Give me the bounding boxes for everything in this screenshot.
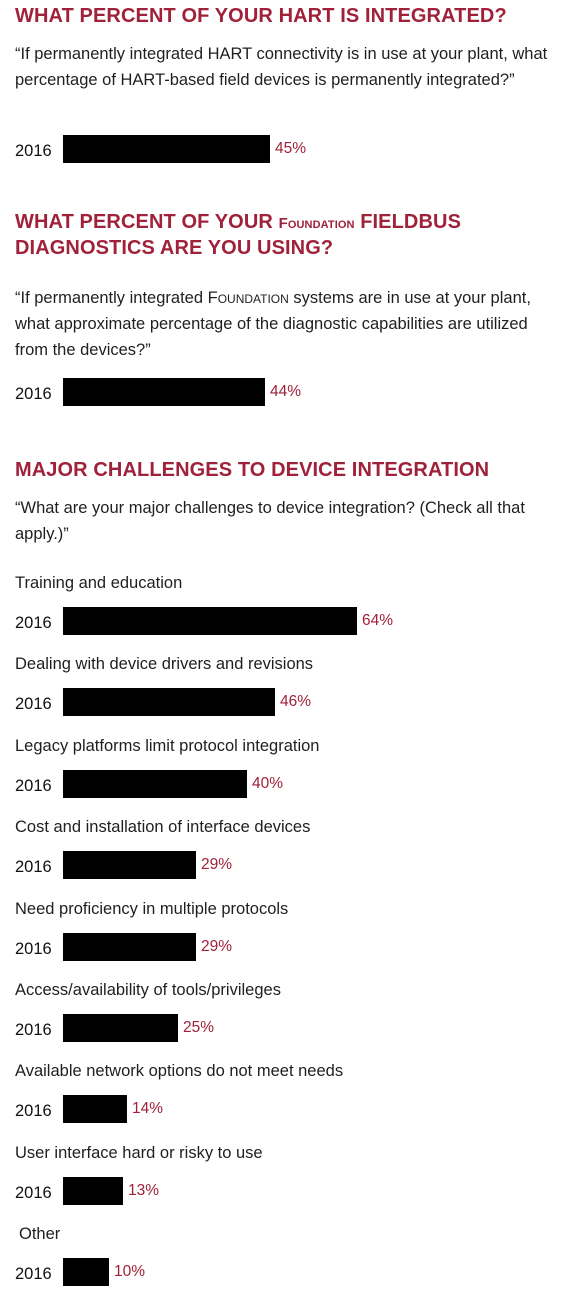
bar-row: 2016 14%: [15, 1095, 555, 1125]
bar: [63, 932, 196, 961]
bar-row: 2016 64%: [15, 607, 555, 637]
bar-row: 2016 25%: [15, 1014, 555, 1044]
category-label: Access/availability of tools/privileges: [15, 981, 281, 999]
bar-row: 2016 29%: [15, 851, 555, 881]
bar-row: 2016 44%: [15, 378, 555, 408]
value-label: 46%: [280, 693, 312, 711]
value-label: 10%: [114, 1263, 146, 1281]
bar: [63, 1014, 178, 1042]
title-part: FIELDBUS DIAGNOSTICS ARE YOU USING?: [15, 211, 462, 259]
year-label: 2016: [15, 142, 52, 160]
year-label: 2016: [15, 614, 52, 632]
bar: [63, 135, 270, 163]
bar: [63, 1176, 123, 1205]
bar-row: 2016 45%: [15, 135, 555, 165]
value-label: 13%: [128, 1181, 160, 1199]
bar-row: 2016 10%: [15, 1258, 555, 1288]
value-label: 40%: [252, 774, 284, 792]
year-label: 2016: [15, 1265, 52, 1284]
question-part: systems are in use at your plant, what a…: [15, 289, 531, 359]
bar-row: 2016 40%: [15, 769, 555, 800]
bar: [63, 1095, 127, 1124]
chart-foundation-diagnostics: WHAT PERCENT OF YOUR Foundation FIELDBUS…: [15, 210, 562, 406]
year-label: 2016: [15, 385, 52, 403]
title-part: WHAT PERCENT OF YOUR: [15, 211, 279, 233]
title-part: Foundation: [278, 215, 355, 232]
chart-major-challenges: MAJOR CHALLENGES TO DEVICE INTEGRATION “…: [15, 458, 562, 1287]
value-label: 64%: [362, 612, 394, 629]
bar-row: 2016 29%: [15, 932, 555, 963]
value-label: 29%: [201, 937, 233, 955]
year-label: 2016: [15, 939, 52, 958]
year-label: 2016: [15, 776, 52, 795]
chart-question: “If permanently integrated HART connecti…: [15, 45, 548, 89]
value-label: 45%: [275, 140, 307, 157]
chart-title: WHAT PERCENT OF YOUR HART IS INTEGRATED?: [15, 5, 507, 27]
bar: [63, 378, 265, 406]
category-label: User interface hard or risky to use: [15, 1143, 263, 1162]
bar-row: 2016 13%: [15, 1176, 555, 1207]
category-label: Legacy platforms limit protocol integrat…: [15, 736, 320, 755]
year-label: 2016: [15, 1021, 52, 1039]
value-label: 25%: [183, 1019, 215, 1036]
year-label: 2016: [15, 858, 52, 877]
bar: [63, 688, 275, 717]
category-label: Available network options do not meet ne…: [15, 1062, 344, 1081]
chart-question: “If permanently integrated Foundation sy…: [15, 285, 562, 363]
bar: [63, 1258, 109, 1287]
category-label: Training and education: [15, 574, 183, 592]
year-label: 2016: [15, 695, 52, 714]
category-label: Other: [19, 1225, 61, 1244]
chart-title: MAJOR CHALLENGES TO DEVICE INTEGRATION: [15, 459, 490, 481]
chart-hart-integrated: WHAT PERCENT OF YOUR HART IS INTEGRATED?…: [15, 4, 562, 163]
value-label: 14%: [132, 1100, 164, 1118]
bar: [63, 851, 196, 880]
bar-row: 2016 46%: [15, 688, 555, 718]
year-label: 2016: [15, 1183, 52, 1202]
category-label: Need proficiency in multiple protocols: [15, 899, 289, 918]
category-label: Dealing with device drivers and revision…: [15, 655, 314, 674]
value-label: 44%: [270, 383, 302, 400]
chart-title: WHAT PERCENT OF YOUR Foundation FIELDBUS…: [15, 210, 562, 260]
category-label: Cost and installation of interface devic…: [15, 818, 311, 837]
bar: [63, 769, 247, 798]
question-part: “If permanently integrated: [15, 289, 208, 307]
value-label: 29%: [201, 856, 233, 874]
year-label: 2016: [15, 1102, 52, 1121]
question-part: Foundation: [207, 289, 289, 307]
chart-question: “What are your major challenges to devic…: [15, 499, 525, 543]
bar: [63, 607, 357, 635]
